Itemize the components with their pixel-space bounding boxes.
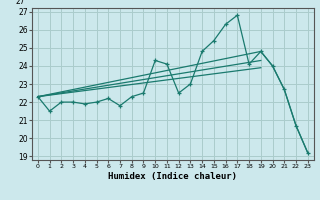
X-axis label: Humidex (Indice chaleur): Humidex (Indice chaleur)	[108, 172, 237, 181]
Text: 27: 27	[15, 0, 25, 6]
